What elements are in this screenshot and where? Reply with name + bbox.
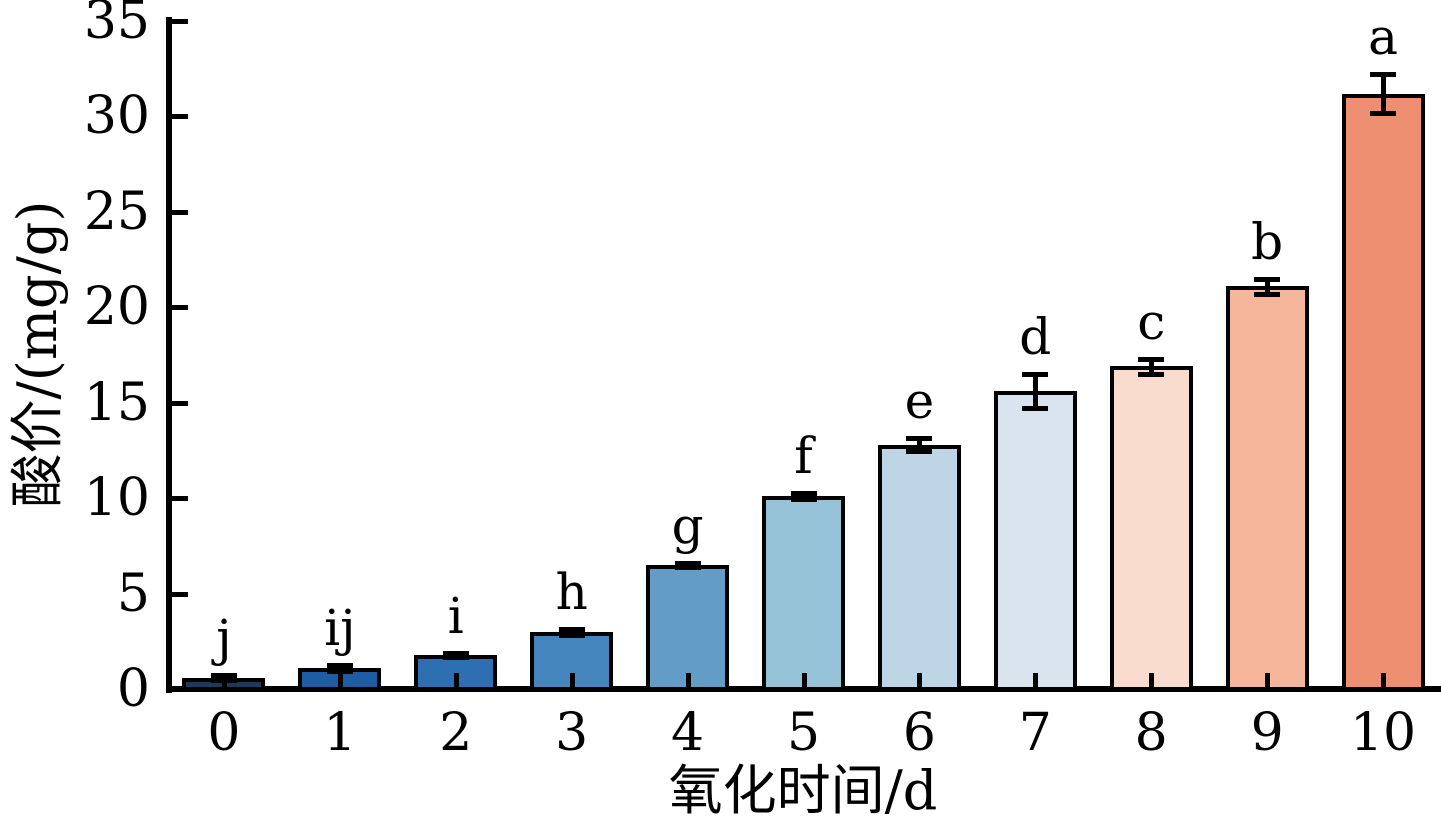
y-tick-label: 20 xyxy=(83,277,150,338)
significance-letter: a xyxy=(1368,8,1398,67)
x-tick xyxy=(1149,673,1155,689)
error-bar-cap-bottom xyxy=(558,632,585,638)
bar xyxy=(877,444,961,691)
error-bar-cap-bottom xyxy=(674,564,701,570)
significance-letter: g xyxy=(671,497,704,556)
significance-letter: ij xyxy=(324,599,356,658)
x-tick-label: 7 xyxy=(1018,703,1052,763)
error-bar-line xyxy=(1264,278,1270,294)
significance-letter: c xyxy=(1137,292,1166,351)
x-tick-label: 6 xyxy=(902,703,936,763)
x-tick-label: 1 xyxy=(323,703,357,763)
error-bar-line xyxy=(1380,74,1386,113)
bar xyxy=(762,496,845,691)
y-tick xyxy=(172,305,188,311)
error-bar-cap-bottom xyxy=(1022,406,1049,412)
x-tick xyxy=(685,673,691,689)
y-tick-label: 0 xyxy=(116,659,150,719)
bar xyxy=(993,391,1077,691)
x-tick xyxy=(569,673,575,689)
y-tick-label: 10 xyxy=(83,468,150,529)
error-bar-cap-bottom xyxy=(1138,372,1165,378)
significance-letter: j xyxy=(216,608,232,667)
significance-letter: h xyxy=(555,562,588,621)
y-tick xyxy=(172,19,188,24)
x-tick-label: 10 xyxy=(1349,703,1417,763)
x-tick xyxy=(453,673,459,689)
significance-letter: b xyxy=(1251,212,1284,271)
error-bar-cap-top xyxy=(558,626,585,632)
error-bar-cap-bottom xyxy=(326,668,353,674)
x-tick xyxy=(1265,673,1271,689)
x-tick-label: 8 xyxy=(1134,703,1168,763)
error-bar-cap-top xyxy=(1370,72,1397,78)
x-tick xyxy=(337,673,343,689)
y-axis-spine xyxy=(166,17,172,693)
x-tick xyxy=(221,673,227,689)
error-bar-cap-top xyxy=(1022,372,1049,378)
error-bar-line xyxy=(1148,358,1154,375)
y-tick xyxy=(172,496,188,502)
y-tick-label: 30 xyxy=(83,86,150,147)
y-tick xyxy=(172,591,188,597)
y-tick-label: 35 xyxy=(83,0,150,51)
y-tick-label: 15 xyxy=(83,372,150,433)
y-tick-label: 25 xyxy=(83,181,150,242)
significance-letter: i xyxy=(447,586,464,645)
bar xyxy=(1225,286,1309,691)
error-bar-cap-top xyxy=(1254,276,1281,282)
error-bar-cap-top xyxy=(326,663,353,669)
y-tick xyxy=(172,400,188,406)
x-tick xyxy=(1033,673,1039,689)
error-bar-line xyxy=(1032,374,1038,409)
bar xyxy=(1109,366,1193,691)
error-bar-cap-bottom xyxy=(906,449,933,455)
significance-letter: e xyxy=(904,372,935,431)
error-bar-cap-top xyxy=(790,491,817,497)
x-tick-label: 2 xyxy=(439,703,473,763)
y-tick-label: 5 xyxy=(116,563,150,624)
bar xyxy=(1341,93,1425,691)
error-bar-cap-bottom xyxy=(442,654,469,660)
significance-letter: d xyxy=(1019,308,1052,367)
x-tick xyxy=(801,673,807,689)
error-bar-cap-top xyxy=(1138,356,1165,362)
error-bar-cap-bottom xyxy=(790,497,817,503)
error-bar-cap-top xyxy=(674,561,701,567)
y-tick xyxy=(172,209,188,215)
error-bar-cap-top xyxy=(442,650,469,656)
y-tick xyxy=(172,114,188,120)
y-tick xyxy=(172,687,188,692)
x-tick xyxy=(917,673,923,689)
x-tick xyxy=(1381,673,1387,689)
x-tick-label: 9 xyxy=(1250,703,1284,763)
x-axis-label: 氧化时间/d xyxy=(668,759,938,822)
error-bar-cap-bottom xyxy=(1370,110,1397,116)
y-axis-label: 酸价/(mg/g) xyxy=(6,200,69,508)
error-bar-cap-bottom xyxy=(1254,291,1281,297)
x-tick-label: 0 xyxy=(207,703,241,763)
error-bar-cap-top xyxy=(906,436,933,442)
significance-letter: f xyxy=(794,427,813,486)
x-tick-label: 5 xyxy=(786,703,821,763)
x-tick-label: 4 xyxy=(671,703,705,763)
x-tick-label: 3 xyxy=(555,703,589,763)
error-bar-line xyxy=(916,438,922,452)
